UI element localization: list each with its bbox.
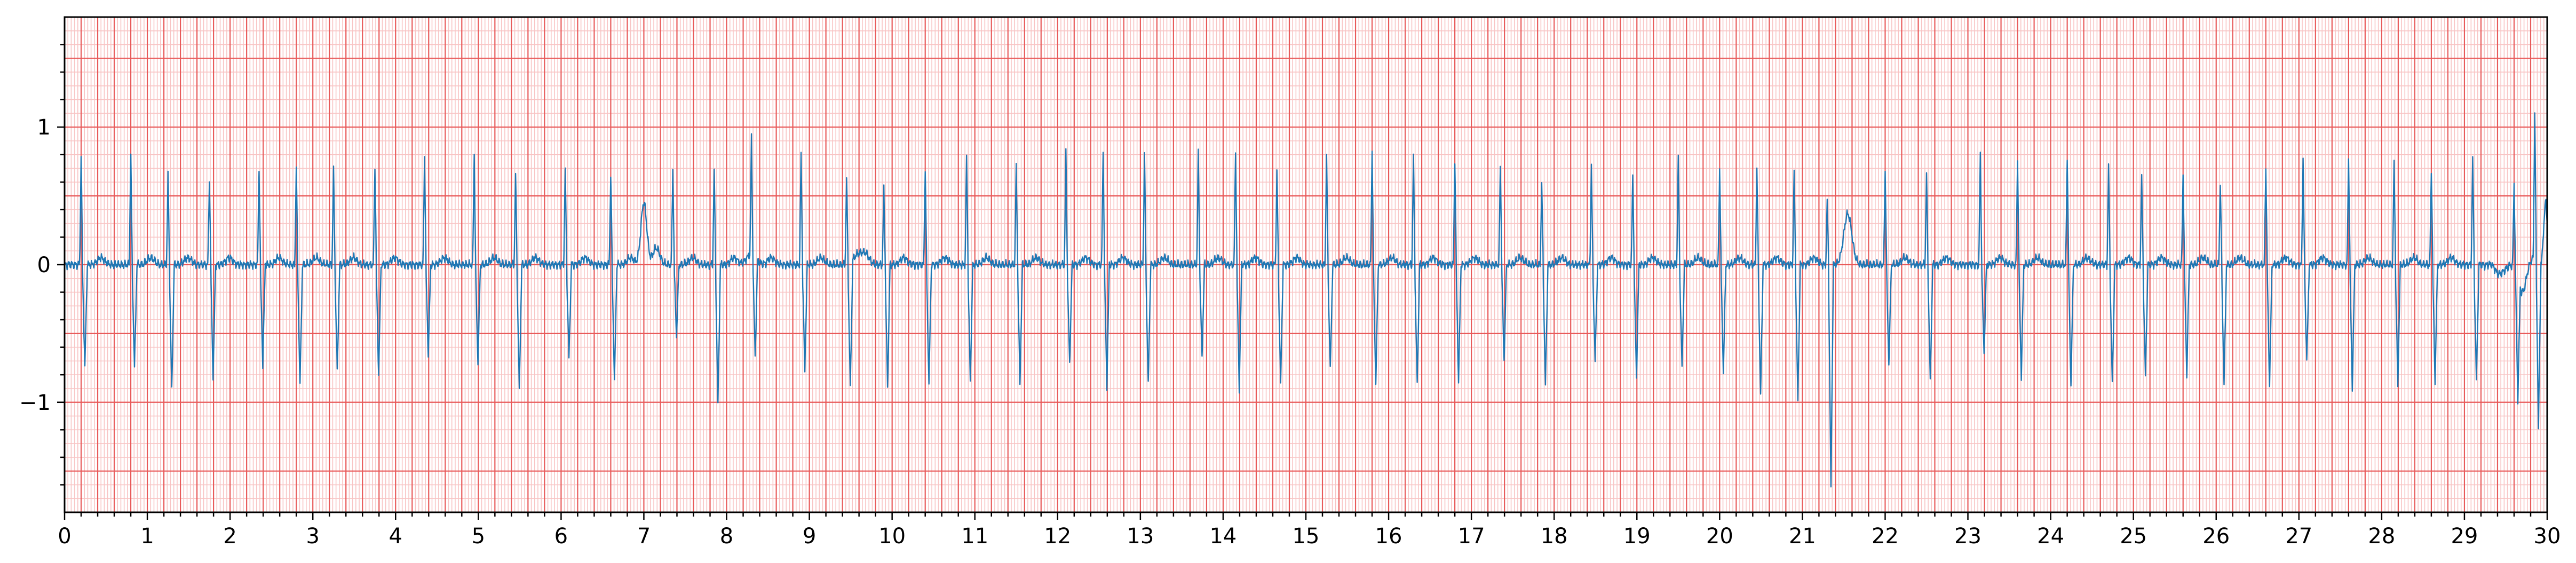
x-tick-label: 13 xyxy=(1127,524,1154,549)
x-tick-label: 15 xyxy=(1293,524,1320,549)
y-tick-label: −1 xyxy=(19,391,51,415)
x-tick-label: 19 xyxy=(1623,524,1651,549)
x-tick-label: 25 xyxy=(2120,524,2147,549)
x-tick-label: 22 xyxy=(1872,524,1899,549)
y-tick-label: 0 xyxy=(37,253,51,277)
x-tick-label: 10 xyxy=(878,524,906,549)
x-tick-label: 28 xyxy=(2368,524,2395,549)
x-tick-label: 2 xyxy=(223,524,236,549)
x-tick-label: 11 xyxy=(961,524,988,549)
x-tick-label: 18 xyxy=(1541,524,1568,549)
x-tick-label: 14 xyxy=(1209,524,1237,549)
x-tick-label: 26 xyxy=(2202,524,2230,549)
x-tick-label: 0 xyxy=(58,524,71,549)
x-tick-label: 16 xyxy=(1375,524,1402,549)
x-axis: 0 1 2 3 4 5 6 7 8 9 10 11 12 13 14 15 16 17 18 19 20 21 22 23 24… xyxy=(58,512,2561,549)
x-tick-label: 3 xyxy=(306,524,319,549)
x-tick-label: 5 xyxy=(472,524,485,549)
x-tick-label: 20 xyxy=(1706,524,1733,549)
x-tick-label: 12 xyxy=(1044,524,1071,549)
x-tick-label: 9 xyxy=(803,524,816,549)
x-tick-label: 8 xyxy=(720,524,733,549)
x-tick-label: 6 xyxy=(554,524,568,549)
x-tick-label: 21 xyxy=(1789,524,1816,549)
x-tick-label: 29 xyxy=(2451,524,2478,549)
x-tick-label: 1 xyxy=(140,524,154,549)
x-tick-label: 27 xyxy=(2285,524,2312,549)
x-tick-label: 7 xyxy=(637,524,651,549)
y-axis: 1 0 −1 xyxy=(19,44,65,486)
x-tick-label: 17 xyxy=(1458,524,1485,549)
y-tick-label: 1 xyxy=(37,115,51,140)
x-tick-label: 24 xyxy=(2037,524,2064,549)
series-line xyxy=(64,112,2548,488)
x-tick-label: 30 xyxy=(2534,524,2561,549)
x-tick-label: 4 xyxy=(389,524,402,549)
x-tick-label: 23 xyxy=(1954,524,1981,549)
